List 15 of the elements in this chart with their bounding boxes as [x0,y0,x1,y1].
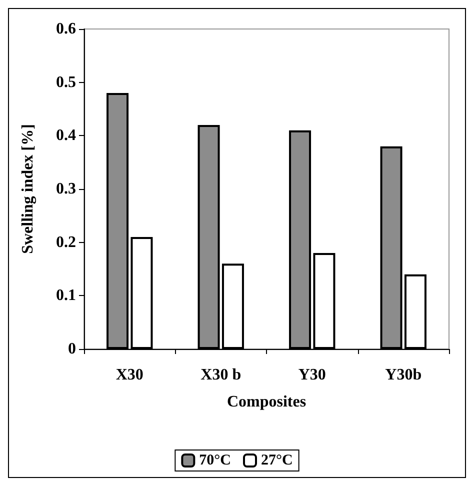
y-tick-label: 0.6 [56,20,76,38]
y-tick-label: 0 [68,340,76,358]
y-tick-label: 0.2 [56,234,76,251]
x-tick-label: X30 [116,366,144,384]
y-tick-label: 0.3 [56,180,76,198]
legend-label: 27°C [261,452,293,468]
x-tick-label: X30 b [200,366,242,384]
x-tick-label: Y30b [385,366,422,384]
x-tick-label: Y30 [298,366,326,384]
y-axis-title: Swelling index [%] [20,124,36,254]
y-tick-label: 0.5 [56,74,76,91]
legend-label: 70°C [199,452,232,468]
y-tick-label: 0.4 [56,127,76,144]
y-tick-label: 0.1 [56,287,76,304]
x-axis-title: Composites [226,394,306,410]
